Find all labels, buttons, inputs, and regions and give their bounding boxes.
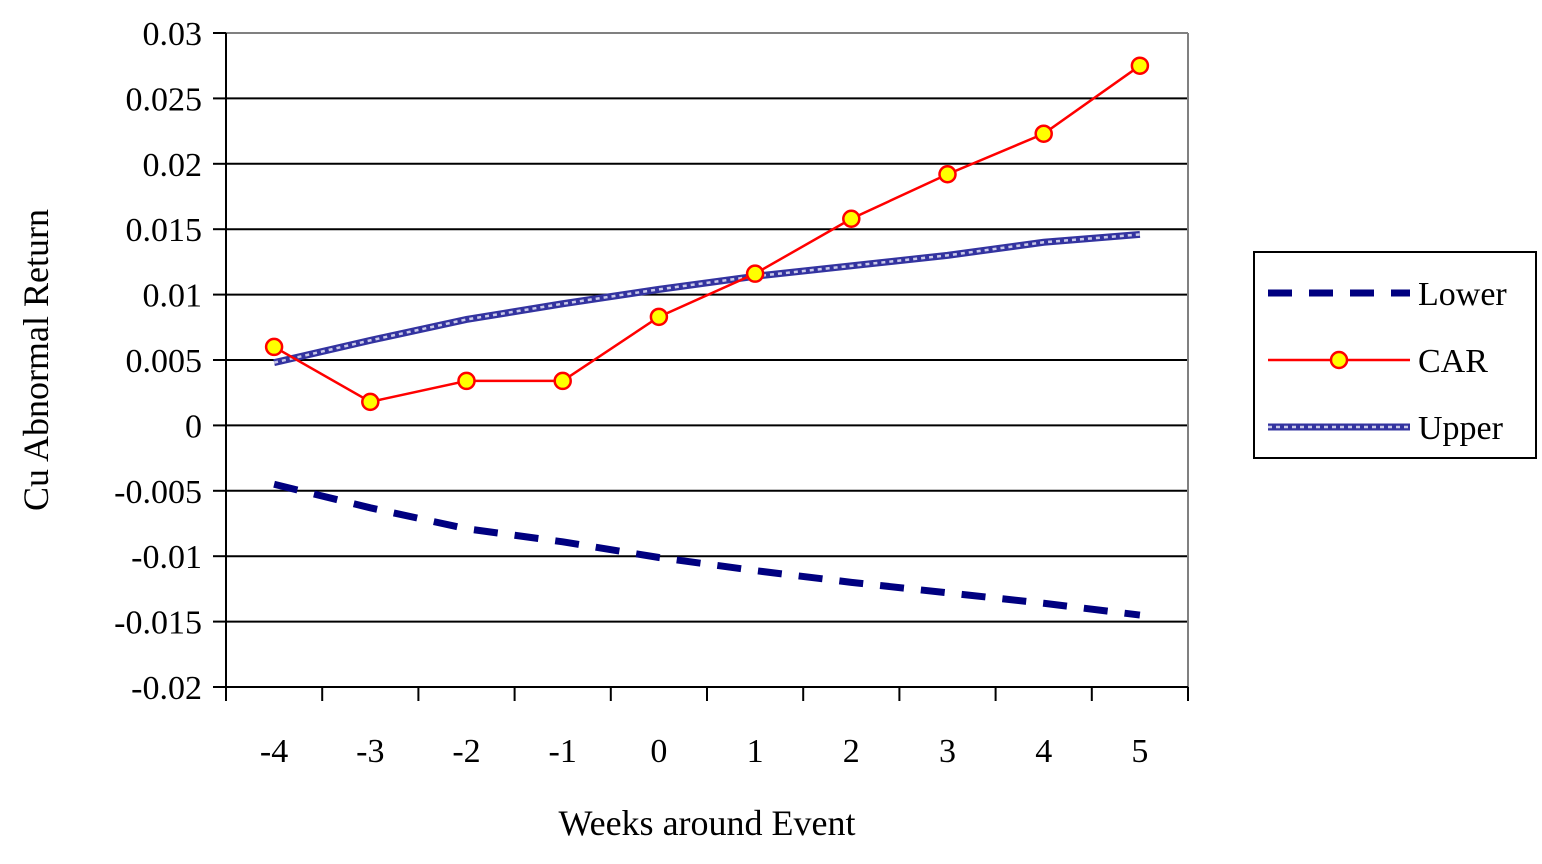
car-point <box>745 264 765 283</box>
y-tick-label: -0.015 <box>114 605 202 642</box>
car-point <box>1034 124 1053 143</box>
x-tick-label: 5 <box>1131 733 1148 770</box>
y-tick-label: -0.01 <box>131 539 202 576</box>
axes <box>213 32 1189 701</box>
x-tick-labels: -4 -3 -2 -1 0 1 2 3 4 5 <box>260 733 1148 770</box>
car-point <box>361 392 380 412</box>
x-axis-title: Weeks around Event <box>559 803 856 843</box>
y-tick-label: 0.01 <box>143 278 203 315</box>
legend-marker-car <box>1329 350 1349 370</box>
x-tick-label: -4 <box>260 733 288 770</box>
car-point <box>649 307 669 327</box>
x-tick-label: -3 <box>356 733 384 770</box>
y-tick-label: 0.025 <box>126 81 203 118</box>
series-line-car <box>273 64 1141 404</box>
series <box>264 56 1150 619</box>
car-point <box>842 209 861 228</box>
y-tick-label: -0.005 <box>114 474 202 511</box>
y-tick-label: 0 <box>185 408 202 445</box>
car-point <box>264 337 284 357</box>
gridlines <box>226 97 1188 623</box>
legend-label-lower: Lower <box>1418 276 1507 313</box>
y-tick-labels: 0.03 0.025 0.02 0.015 0.01 0.005 0 -0.005 -0.01 -… <box>114 16 202 707</box>
y-tick-label: 0.02 <box>143 147 203 184</box>
series-line-upper-hatch <box>273 233 1141 364</box>
x-tick-label: 2 <box>843 733 860 770</box>
x-tick-label: 0 <box>650 733 667 770</box>
x-tick-label: 3 <box>939 733 956 770</box>
legend: Lower CAR Upper <box>1253 251 1537 459</box>
y-axis-title: Cu Abnormal Return <box>16 209 56 511</box>
legend-label-upper: Upper <box>1418 410 1504 447</box>
y-tick-label: 0.005 <box>126 343 203 380</box>
y-tick-label: 0.015 <box>126 212 203 249</box>
car-point <box>938 165 957 184</box>
y-tick-label: -0.02 <box>131 670 202 707</box>
x-tick-label: -1 <box>549 733 577 770</box>
x-tick-label: -2 <box>452 733 480 770</box>
y-tick-label: 0.03 <box>143 16 203 53</box>
car-point <box>457 371 476 391</box>
x-tick-label: 4 <box>1035 733 1052 770</box>
car-point <box>553 371 572 391</box>
car-point <box>1130 56 1150 75</box>
legend-label-car: CAR <box>1418 343 1488 380</box>
x-tick-label: 1 <box>747 733 764 770</box>
